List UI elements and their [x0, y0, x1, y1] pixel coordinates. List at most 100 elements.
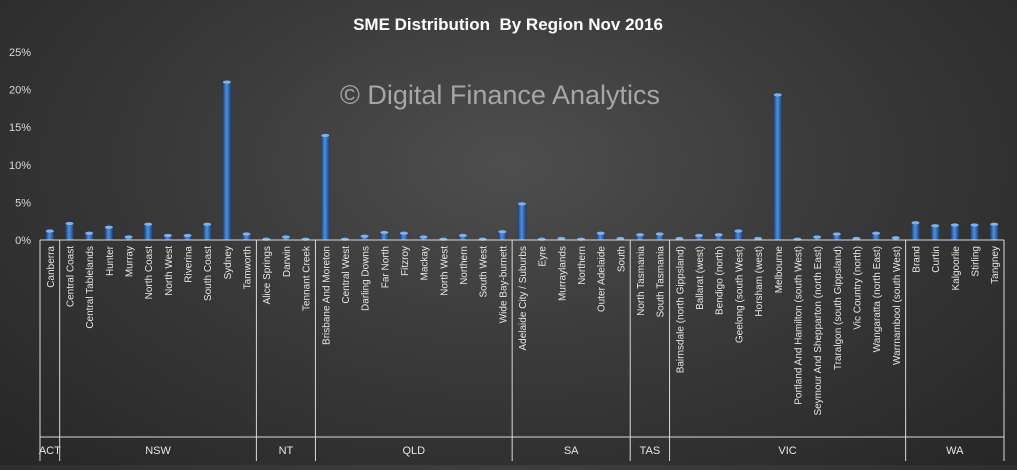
x-tick-label: Seymour And Shepparton (north East) — [813, 246, 824, 416]
x-tick-label: Curtin — [931, 246, 942, 273]
x-tick-label: Tamworth — [243, 246, 254, 289]
bar-cap-40 — [813, 235, 822, 239]
bar-cap-1 — [45, 229, 54, 233]
x-tick-label: South — [616, 246, 627, 272]
x-tick-label: Northern — [577, 246, 588, 285]
bar-cap-27 — [557, 236, 566, 241]
bar-cap-18 — [380, 230, 389, 235]
y-tick-label: 15% — [9, 122, 31, 134]
group-label-nsw: NSW — [145, 445, 171, 457]
x-tick-label: North Coast — [144, 246, 155, 300]
bar-cap-33 — [675, 236, 684, 241]
bar-cap-10 — [222, 80, 231, 84]
bar-cap-48 — [970, 223, 979, 227]
bar-cap-49 — [990, 222, 999, 226]
bar-46 — [930, 225, 940, 241]
bar-cap-31 — [636, 233, 645, 237]
bar-cap-44 — [891, 236, 900, 240]
bar-cap-2 — [65, 221, 74, 226]
x-tick-label: Traralgon (south Gippsland) — [833, 246, 844, 370]
x-tick-label: Warrnambool (south West) — [892, 246, 903, 365]
x-tick-label: Fitzroy — [400, 246, 411, 276]
bar-cap-34 — [695, 233, 704, 238]
x-tick-label: Wangaratta (north East) — [872, 246, 883, 352]
x-tick-label: Geelong (south West) — [734, 246, 745, 343]
x-tick-label: Darling Downs — [361, 246, 372, 311]
x-tick-label: North West — [439, 246, 450, 296]
chart-title: SME Distribution By Region Nov 2016 — [353, 15, 663, 34]
x-tick-label: Stirling — [970, 246, 981, 277]
x-tick-label: Central West — [341, 246, 352, 304]
bar-cap-11 — [242, 232, 251, 236]
bar-cap-3 — [85, 231, 94, 235]
group-label-vic: VIC — [778, 445, 796, 457]
x-tick-label: Northern — [459, 246, 470, 285]
x-tick-label: Tennant Creek — [302, 245, 313, 311]
x-tick-label: Alice Springs — [262, 246, 273, 304]
bar-cap-46 — [931, 224, 940, 228]
bar-25 — [517, 203, 527, 241]
x-tick-label: Adelaide City / Suburbs — [518, 246, 529, 351]
bar-cap-17 — [360, 234, 369, 238]
bar-cap-25 — [518, 202, 526, 206]
bar-cap-15 — [321, 133, 330, 138]
bar-45 — [911, 222, 920, 241]
x-tick-label: South Tasmania — [656, 246, 667, 318]
bar-6 — [143, 223, 153, 241]
bar-cap-22 — [458, 233, 467, 238]
bar-48 — [970, 224, 979, 241]
x-tick-label: Ballarat (west) — [695, 246, 706, 310]
x-axis: Canberra Central Coast Central Tablelands H… — [39, 239, 1005, 461]
y-tick-label: 25% — [9, 47, 31, 59]
x-tick-label: North Tasmania — [636, 246, 647, 316]
bar-cap-6 — [144, 222, 153, 226]
bar-cap-9 — [203, 222, 212, 226]
x-tick-label: South West — [479, 246, 490, 298]
x-tick-label: Darwin — [282, 246, 293, 277]
x-tick-label: Portland And Hamilton (south West) — [793, 246, 804, 405]
bar-38 — [773, 94, 783, 241]
group-label-act: ACT — [39, 445, 61, 457]
x-tick-label: Kalgoorlie — [951, 246, 962, 291]
bar-2 — [65, 223, 74, 241]
y-tick-label: 20% — [9, 85, 31, 97]
watermark-text: © Digital Finance Analytics — [340, 80, 660, 110]
y-tick-label: 10% — [9, 160, 31, 172]
bar-cap-45 — [911, 221, 920, 225]
x-tick-label: Hunter — [105, 245, 116, 276]
bar-10 — [222, 81, 232, 241]
x-tick-label: Canberra — [46, 246, 57, 288]
bar-cap-7 — [163, 233, 172, 238]
bar-cap-35 — [714, 233, 723, 237]
bar-cap-36 — [734, 229, 743, 233]
x-tick-label: Sydney — [223, 246, 234, 279]
x-tick-label: Wide Bay-burnett — [498, 246, 509, 323]
bar-cap-32 — [655, 232, 664, 236]
x-tick-label: Vic Country (north) — [852, 246, 863, 330]
bar-49 — [989, 223, 999, 241]
x-tick-label: Central Tablelands — [85, 246, 96, 329]
x-tick-label: Horsham (west) — [754, 246, 765, 317]
bar-cap-43 — [872, 231, 881, 235]
y-tick-label: 0% — [15, 235, 31, 247]
x-tick-label: Mackay — [420, 246, 431, 280]
x-tick-label: Brand — [911, 246, 922, 273]
bar-cap-38 — [773, 93, 782, 97]
group-label-nt: NT — [279, 445, 294, 457]
x-tick-label: Central Coast — [66, 246, 77, 307]
x-tick-label: Murray — [125, 246, 136, 277]
x-tick-label: Far North — [380, 246, 391, 288]
bar-9 — [202, 223, 212, 241]
bar-cap-20 — [419, 235, 428, 239]
bar-cap-13 — [281, 235, 290, 239]
y-tick-label: 5% — [15, 197, 31, 209]
x-tick-label: Melbourne — [774, 246, 785, 294]
x-tick-label: South Coast — [203, 246, 214, 301]
bar-cap-5 — [124, 235, 133, 239]
x-tick-label: Bendigo (north) — [715, 246, 726, 315]
x-tick-label: Eyre — [538, 246, 549, 267]
bar-4 — [104, 226, 114, 241]
x-tick-label: Bairnsdale (north Gippsland) — [675, 246, 686, 373]
